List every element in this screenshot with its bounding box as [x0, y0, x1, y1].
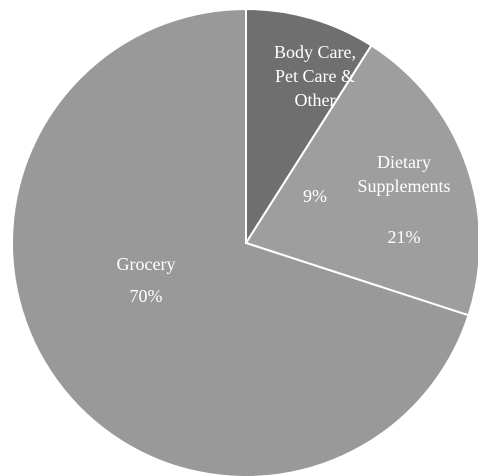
pie-slice-1 [244, 44, 478, 317]
slice-percent-label: 21% [388, 227, 421, 247]
slice-percent-label: 9% [303, 186, 327, 206]
slice-category-label: Body Care, Pet Care & Other [274, 42, 356, 110]
slice-percent-label: 70% [130, 286, 163, 306]
pie-slices [11, 7, 478, 476]
pie-slice-0 [245, 7, 373, 247]
slice-category-label: Dietary Supplements [358, 152, 451, 196]
slice-category-label: Grocery [117, 254, 176, 274]
pie-slice-2 [11, 7, 470, 476]
pie-labels: Body Care, Pet Care & Other 9% Dietary Supple… [117, 42, 451, 306]
